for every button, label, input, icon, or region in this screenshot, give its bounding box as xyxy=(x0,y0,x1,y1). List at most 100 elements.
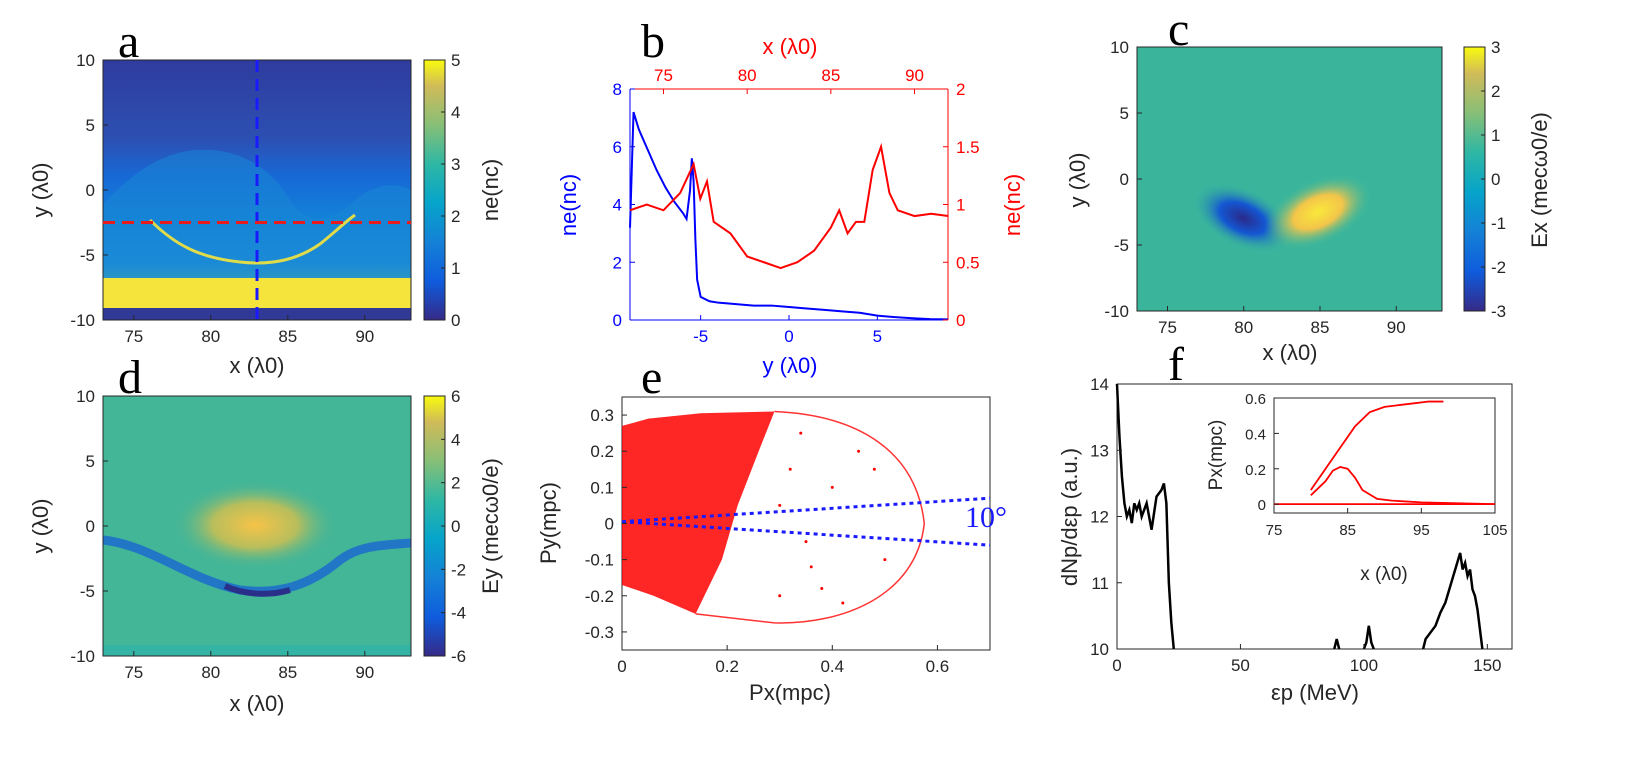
panel-b-right-tick-label: 1.5 xyxy=(956,138,980,157)
panel-e-x-tick-label: 0 xyxy=(617,657,626,676)
panel-a-colorbar-tick-label: 4 xyxy=(451,103,460,122)
panel-b-right-tick-label: 2 xyxy=(956,80,965,99)
panel-a-colorbar-tick-label: 2 xyxy=(451,207,460,226)
panel-c-colorbar-tick-label: 2 xyxy=(1491,82,1500,101)
panel-f-y-tick-label: 12 xyxy=(1090,508,1109,527)
panel-b-right-tick-label: 1 xyxy=(956,196,965,215)
panel-f-x-axis-label: εp (MeV) xyxy=(1271,680,1359,705)
panel-d-y-tick-label: -10 xyxy=(70,647,95,666)
panel-f-inset-y-tick-label: 0.2 xyxy=(1245,462,1266,479)
panel-e-scatter-point xyxy=(830,485,834,489)
panel-d-y-tick-label: -5 xyxy=(80,582,95,601)
panel-d-colorbar-tick-label: 0 xyxy=(451,517,460,536)
panel-f-x-tick-label: 50 xyxy=(1231,656,1250,675)
panel-d-colorbar-tick-label: -4 xyxy=(451,604,466,623)
panel-c-x-tick-label: 85 xyxy=(1311,318,1330,337)
panel-b-bottom-tick-label: 5 xyxy=(873,327,882,346)
panel-c-colorbar-tick-label: 0 xyxy=(1491,170,1500,189)
panel-b-right-tick-label: 0 xyxy=(956,311,965,330)
panel-f-inset-x-tick-label: 85 xyxy=(1339,522,1356,539)
panel-f-y-tick-label: 11 xyxy=(1091,574,1109,593)
panel-a-colorbar-tick-label: 1 xyxy=(451,259,460,278)
panel-a-x-tick-label: 85 xyxy=(278,327,297,346)
panel-letter-f: f xyxy=(1168,338,1184,391)
panel-d-x-axis-label: x (λ0) xyxy=(230,691,285,716)
panel-a-x-tick-label: 90 xyxy=(355,327,374,346)
panel-b-series-blue xyxy=(629,111,949,321)
panel-e-angle-annotation: 10° xyxy=(965,501,1007,534)
panel-c-colorbar-tick-label: 1 xyxy=(1491,126,1500,145)
panel-e-scatter-point xyxy=(872,467,876,471)
panel-d-x-tick-label: 90 xyxy=(355,663,374,682)
panel-e-outer-particle-shell xyxy=(695,410,926,624)
panel-b-top-tick-label: 85 xyxy=(821,66,840,85)
panel-f-x-tick-label: 0 xyxy=(1112,656,1121,675)
panel-b-left-tick-label: 0 xyxy=(613,311,622,330)
panel-a-colorbar-tick-label: 5 xyxy=(451,51,460,70)
panel-f-inset-y-tick-label: 0.4 xyxy=(1245,426,1266,443)
panel-e-y-tick-label: 0 xyxy=(605,515,614,534)
panel-c-colorbar-tick-label: -3 xyxy=(1491,302,1506,321)
panel-e-phase-space: 10° 0 0.2 0.4 0.6 -0.3 -0.2 -0.1 0 0.1 0.2 0.3 Px(… xyxy=(536,396,1007,705)
panel-f-inset-x-tick-label: 75 xyxy=(1266,522,1283,539)
panel-b-right-axis-label: ne(nc) xyxy=(1000,174,1025,236)
panel-e-y-tick-label: -0.3 xyxy=(585,623,614,642)
panel-f-inset-branch xyxy=(1310,400,1444,491)
panel-e-upper-guide-line xyxy=(621,496,991,524)
panel-c-y-axis-label: y (λ0) xyxy=(1065,153,1090,208)
panel-d-ey-field-map: 75 80 85 90 -10 -5 0 5 10 -6 -4 -2 0 2 4 6 x (λ0) y (λ… xyxy=(28,387,503,716)
panel-d-x-tick-label: 85 xyxy=(278,663,297,682)
panel-c-colorbar-label: Ex (mecω0/e) xyxy=(1527,112,1552,248)
panel-f-inset-y-axis-label: Px(mpc) xyxy=(1206,420,1227,491)
panel-b-left-tick-label: 8 xyxy=(613,80,622,99)
panel-letter-a: a xyxy=(118,15,139,68)
panel-c-colorbar-tick-label: -1 xyxy=(1491,214,1506,233)
panel-f-y-tick-label: 10 xyxy=(1090,640,1109,659)
panel-b-bottom-tick-label: 0 xyxy=(784,327,793,346)
panel-e-x-tick-label: 0.4 xyxy=(820,657,844,676)
panel-e-lower-guide-line xyxy=(621,520,991,547)
panel-e-scatter-point xyxy=(804,540,808,544)
panel-b-top-tick-label: 90 xyxy=(905,66,924,85)
panel-c-x-tick-label: 80 xyxy=(1234,318,1253,337)
panel-e-dense-particle-region xyxy=(622,411,775,614)
panel-a-x-axis-label: x (λ0) xyxy=(230,353,285,378)
panel-b-series-red xyxy=(629,142,949,270)
panel-c-y-tick-label: -5 xyxy=(1114,236,1129,255)
panel-e-x-axis-label: Px(mpc) xyxy=(749,680,831,705)
panel-d-colorbar-label: Ey (mecω0/e) xyxy=(478,458,503,594)
panel-f-y-axis-label: dNp/dεp (a.u.) xyxy=(1057,448,1082,586)
panel-a-x-tick-label: 80 xyxy=(201,327,220,346)
panel-e-scatter-point xyxy=(820,587,824,591)
panel-d-colorbar-tick-label: 4 xyxy=(451,430,460,449)
panel-c-heatmap-background xyxy=(1137,47,1442,311)
panel-e-scatter-point xyxy=(778,503,782,507)
panel-d-y-tick-label: 5 xyxy=(86,452,95,471)
panel-f-energy-spectrum: 0 50 100 150 10 11 12 13 14 εp (MeV) dNp/dεp (a.… xyxy=(1057,375,1513,705)
panel-b-left-axis-label: ne(nc) xyxy=(556,174,581,236)
panel-b-left-tick-label: 6 xyxy=(613,138,622,157)
panel-e-scatter-point xyxy=(799,431,803,435)
panel-b-top-axis-label: x (λ0) xyxy=(763,34,818,59)
panel-e-scatter-point xyxy=(809,565,813,569)
panel-a-y-axis-label: y (λ0) xyxy=(28,163,53,218)
panel-f-spectrum-line xyxy=(1362,625,1375,650)
panel-c-y-tick-label: 0 xyxy=(1120,170,1129,189)
panel-d-y-tick-label: 0 xyxy=(86,517,95,536)
panel-e-scatter-point xyxy=(841,601,845,605)
panel-e-y-tick-label: -0.2 xyxy=(585,587,614,606)
panel-d-y-tick-label: 10 xyxy=(76,387,95,406)
panel-c-x-tick-label: 75 xyxy=(1158,318,1177,337)
panel-f-x-tick-label: 100 xyxy=(1350,656,1378,675)
panel-d-y-axis-label: y (λ0) xyxy=(28,499,53,554)
panel-f-inset-y-tick-label: 0.6 xyxy=(1245,391,1266,408)
panel-d-bottom-strip xyxy=(103,645,411,656)
panel-d-colorbar-tick-label: 6 xyxy=(451,387,460,406)
panel-b-bottom-tick-label: -5 xyxy=(693,327,708,346)
panel-a-shock-curve xyxy=(148,213,356,265)
panel-d-x-tick-label: 75 xyxy=(124,663,143,682)
panel-a-y-tick-label: -5 xyxy=(80,246,95,265)
panel-letter-c: c xyxy=(1168,3,1189,56)
panel-f-inset-x-axis-label: x (λ0) xyxy=(1360,564,1408,585)
